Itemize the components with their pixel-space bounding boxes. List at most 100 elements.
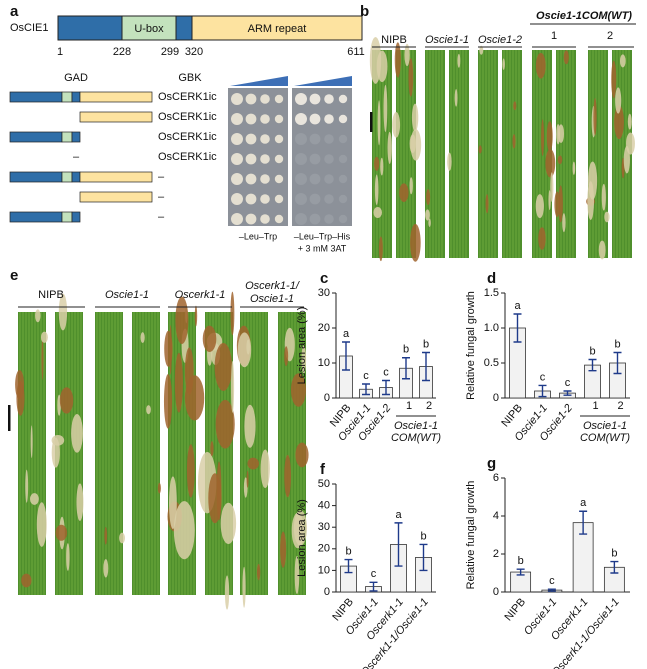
lesion: [548, 190, 551, 211]
colony: [260, 134, 270, 144]
y-axis-label: Lesion area (%): [296, 307, 308, 385]
y-tick-label: 0.5: [484, 357, 499, 369]
colony: [309, 113, 321, 125]
lesion: [409, 177, 413, 195]
lesion: [58, 293, 68, 331]
significance-letter: c: [383, 366, 389, 378]
significance-letter: c: [549, 575, 555, 587]
lesion: [513, 101, 517, 111]
lesion: [373, 156, 380, 171]
plate-label: –Leu–Trp: [239, 231, 277, 241]
gbk-label: OsCERK1ic: [158, 151, 217, 163]
colony: [324, 194, 334, 204]
lesion: [604, 211, 610, 223]
lesion: [601, 183, 606, 211]
colony: [338, 94, 348, 104]
y-axis-label: Relative fungal growth: [465, 291, 477, 400]
lesion: [173, 501, 195, 560]
lesion: [246, 470, 249, 488]
lesion: [373, 206, 382, 219]
lesion: [556, 123, 560, 145]
gbk-label: OsCERK1ic: [158, 131, 217, 143]
colony: [274, 214, 284, 224]
construct: [79, 91, 153, 103]
colony: [245, 193, 257, 205]
lesion: [280, 531, 287, 568]
lesion: [369, 37, 382, 84]
lesion: [541, 119, 545, 157]
lesion: [30, 425, 33, 459]
lesion: [425, 209, 430, 221]
colony: [309, 133, 321, 145]
lesion: [562, 213, 566, 233]
lesion: [59, 387, 74, 414]
lesion: [512, 134, 516, 149]
lesion: [611, 60, 617, 99]
lesion: [426, 189, 431, 206]
group-label: Oscie1-1: [394, 420, 438, 432]
lesion: [394, 42, 401, 78]
colony: [245, 173, 257, 185]
construct: [61, 171, 73, 183]
y-axis-label: Lesion area (%): [296, 499, 308, 577]
group-label: Oscie1-1: [250, 293, 294, 305]
lesion: [169, 476, 177, 530]
colony: [245, 113, 257, 125]
lesion: [598, 240, 606, 260]
colony: [260, 174, 270, 184]
colony: [309, 153, 321, 165]
lesion: [36, 502, 47, 547]
panel-label: f: [320, 461, 326, 478]
significance-letter: c: [540, 371, 546, 383]
lesion: [104, 527, 108, 545]
lesion: [202, 325, 217, 352]
error-bar: [563, 390, 572, 396]
significance-letter: c: [363, 370, 369, 382]
construct: [61, 91, 73, 103]
group-label: Oscie1-1: [583, 420, 627, 432]
domain-n: [57, 15, 123, 41]
x-tick-label: 2: [617, 400, 623, 412]
panel-label: g: [487, 455, 496, 472]
colony: [338, 214, 348, 224]
plate-label: –Leu–Trp–His: [294, 231, 351, 241]
colony: [274, 154, 284, 164]
panel-label: e: [10, 267, 18, 284]
position: 611: [347, 46, 365, 58]
y-tick-label: 6: [493, 472, 499, 484]
gad-header: GAD: [64, 72, 88, 84]
lesion: [243, 477, 248, 498]
x-tick-label: NIPB: [502, 596, 528, 623]
lesion: [55, 524, 68, 541]
y-tick-label: 2: [493, 548, 499, 560]
y-tick-label: 10: [318, 357, 330, 369]
significance-letter: b: [614, 338, 620, 350]
position: 320: [185, 46, 203, 58]
construct: [71, 211, 81, 223]
construct: [71, 91, 81, 103]
y-tick-label: 20: [318, 322, 330, 334]
domain-linker: [175, 15, 193, 41]
significance-letter: b: [345, 546, 351, 558]
error-bar: [422, 351, 430, 382]
lesion: [546, 121, 553, 152]
lesion: [479, 45, 484, 55]
colony: [245, 133, 257, 145]
panel-label: d: [487, 270, 496, 287]
error-bar: [547, 588, 556, 592]
lesion: [247, 457, 259, 470]
lesion: [220, 502, 237, 545]
colony: [231, 193, 243, 205]
group-label: NIPB: [38, 289, 64, 301]
lesion: [295, 442, 309, 468]
lesion: [380, 157, 384, 176]
colony: [309, 193, 321, 205]
lesion: [301, 345, 307, 374]
group-label: Oscerk1-1: [175, 289, 226, 301]
lesion: [260, 449, 270, 489]
lesion: [557, 155, 563, 165]
construct: [9, 171, 63, 183]
gbk-label: OsCERK1ic: [158, 91, 217, 103]
colony: [274, 174, 284, 184]
position: 299: [161, 46, 179, 58]
